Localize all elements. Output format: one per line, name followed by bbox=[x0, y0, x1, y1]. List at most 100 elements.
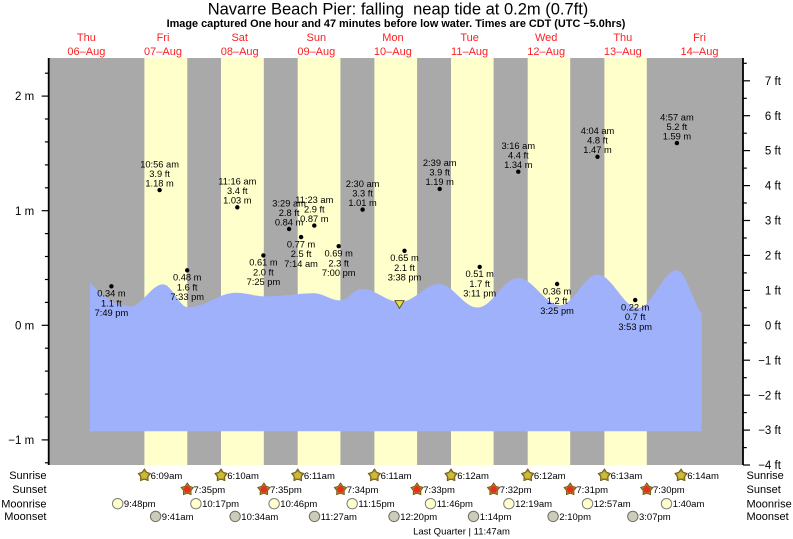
svg-text:−1 m: −1 m bbox=[8, 435, 34, 447]
svg-text:Moonrise: Moonrise bbox=[1, 498, 46, 510]
svg-text:1.59 m: 1.59 m bbox=[663, 131, 692, 141]
svg-text:9:48pm: 9:48pm bbox=[124, 499, 156, 510]
svg-text:3.4 ft: 3.4 ft bbox=[227, 186, 248, 196]
svg-text:12:20pm: 12:20pm bbox=[400, 512, 437, 523]
svg-text:12–Aug: 12–Aug bbox=[527, 46, 565, 58]
svg-text:7:25 pm: 7:25 pm bbox=[247, 277, 281, 287]
svg-text:4.4 ft: 4.4 ft bbox=[508, 151, 529, 161]
svg-text:2.3 ft: 2.3 ft bbox=[328, 258, 349, 268]
svg-text:Navarre Beach Pier: falling n: Navarre Beach Pier: falling neap tide at… bbox=[208, 0, 589, 18]
svg-text:14–Aug: 14–Aug bbox=[681, 46, 719, 58]
svg-text:Moonset: Moonset bbox=[4, 511, 46, 523]
svg-text:3 ft: 3 ft bbox=[765, 216, 782, 228]
svg-text:5.2 ft: 5.2 ft bbox=[667, 122, 688, 132]
svg-text:7:33pm: 7:33pm bbox=[423, 485, 455, 496]
svg-text:2:30 am: 2:30 am bbox=[346, 179, 380, 189]
svg-text:3:11 pm: 3:11 pm bbox=[463, 289, 496, 299]
svg-text:6 ft: 6 ft bbox=[765, 111, 782, 123]
svg-text:0.61 m: 0.61 m bbox=[249, 258, 278, 268]
svg-text:−3 ft: −3 ft bbox=[758, 425, 782, 437]
svg-text:Thu: Thu bbox=[613, 32, 632, 44]
svg-text:3:25 pm: 3:25 pm bbox=[540, 306, 574, 316]
svg-text:7 ft: 7 ft bbox=[765, 76, 782, 88]
svg-text:2.1 ft: 2.1 ft bbox=[394, 263, 415, 273]
svg-text:2:39 am: 2:39 am bbox=[423, 158, 457, 168]
svg-text:1.03 m: 1.03 m bbox=[223, 196, 252, 206]
svg-text:7:35pm: 7:35pm bbox=[194, 485, 226, 496]
svg-text:7:14 am: 7:14 am bbox=[284, 259, 318, 269]
svg-text:2 m: 2 m bbox=[15, 91, 34, 103]
svg-text:7:34pm: 7:34pm bbox=[347, 485, 379, 496]
svg-text:11:16 am: 11:16 am bbox=[218, 177, 256, 187]
svg-text:0.7 ft: 0.7 ft bbox=[625, 312, 646, 322]
svg-text:6:13am: 6:13am bbox=[611, 471, 643, 482]
svg-text:10:17pm: 10:17pm bbox=[202, 499, 239, 510]
svg-text:3:07pm: 3:07pm bbox=[639, 512, 671, 523]
svg-text:12:19am: 12:19am bbox=[515, 499, 552, 510]
svg-text:10:56 am: 10:56 am bbox=[140, 159, 179, 169]
svg-text:1.47 m: 1.47 m bbox=[583, 145, 612, 155]
svg-text:Fri: Fri bbox=[157, 32, 170, 44]
svg-text:4:57 am: 4:57 am bbox=[660, 112, 694, 122]
svg-text:0 m: 0 m bbox=[15, 320, 34, 332]
svg-text:6:09am: 6:09am bbox=[151, 471, 183, 482]
svg-text:1.18 m: 1.18 m bbox=[145, 178, 174, 188]
svg-text:7:33 pm: 7:33 pm bbox=[170, 292, 204, 302]
svg-text:1.1 ft: 1.1 ft bbox=[101, 298, 122, 308]
svg-text:7:49 pm: 7:49 pm bbox=[95, 308, 129, 318]
svg-text:−1 ft: −1 ft bbox=[758, 355, 782, 367]
svg-text:2.0 ft: 2.0 ft bbox=[253, 268, 274, 278]
svg-text:Sunrise: Sunrise bbox=[9, 470, 46, 482]
svg-text:Sat: Sat bbox=[231, 32, 248, 44]
svg-text:0.65 m: 0.65 m bbox=[390, 253, 419, 263]
svg-text:1.01 m: 1.01 m bbox=[348, 198, 377, 208]
svg-text:7:35pm: 7:35pm bbox=[270, 485, 302, 496]
svg-text:06–Aug: 06–Aug bbox=[67, 46, 105, 58]
svg-text:Moonrise: Moonrise bbox=[747, 498, 792, 510]
svg-text:3:16 am: 3:16 am bbox=[502, 141, 536, 151]
svg-text:6:14am: 6:14am bbox=[687, 471, 719, 482]
svg-text:0.34 m: 0.34 m bbox=[97, 289, 126, 299]
svg-text:1:14pm: 1:14pm bbox=[480, 512, 512, 523]
svg-text:1.6 ft: 1.6 ft bbox=[177, 282, 198, 292]
svg-text:11:23 am: 11:23 am bbox=[295, 195, 333, 205]
svg-text:6:11am: 6:11am bbox=[381, 471, 412, 482]
svg-text:Moonset: Moonset bbox=[747, 511, 789, 523]
svg-text:11:15pm: 11:15pm bbox=[358, 499, 394, 510]
svg-text:7:30pm: 7:30pm bbox=[653, 485, 685, 496]
svg-text:1:40am: 1:40am bbox=[673, 499, 705, 510]
svg-text:Sunset: Sunset bbox=[12, 484, 46, 496]
svg-text:7:31pm: 7:31pm bbox=[576, 485, 608, 496]
svg-text:Tue: Tue bbox=[460, 32, 479, 44]
svg-text:10:34am: 10:34am bbox=[241, 512, 278, 523]
svg-text:Sun: Sun bbox=[307, 32, 327, 44]
svg-text:3.9 ft: 3.9 ft bbox=[149, 169, 170, 179]
svg-text:3:53 pm: 3:53 pm bbox=[618, 322, 652, 332]
svg-text:12:57am: 12:57am bbox=[594, 499, 631, 510]
svg-text:7:32pm: 7:32pm bbox=[500, 485, 532, 496]
svg-text:1 m: 1 m bbox=[15, 206, 34, 218]
svg-text:4 ft: 4 ft bbox=[765, 181, 782, 193]
svg-text:11:27am: 11:27am bbox=[321, 512, 357, 523]
svg-text:6:11am: 6:11am bbox=[304, 471, 335, 482]
svg-text:1.34 m: 1.34 m bbox=[504, 160, 533, 170]
svg-text:13–Aug: 13–Aug bbox=[604, 46, 642, 58]
svg-text:0.87 m: 0.87 m bbox=[300, 214, 329, 224]
svg-text:10:46pm: 10:46pm bbox=[280, 499, 317, 510]
svg-text:7:00 pm: 7:00 pm bbox=[322, 268, 356, 278]
svg-text:2 ft: 2 ft bbox=[765, 251, 782, 263]
svg-text:Last Quarter | 11:47am: Last Quarter | 11:47am bbox=[413, 526, 510, 537]
svg-text:−2 ft: −2 ft bbox=[758, 390, 782, 402]
svg-text:Wed: Wed bbox=[535, 32, 557, 44]
svg-text:5 ft: 5 ft bbox=[765, 146, 782, 158]
svg-text:4.8 ft: 4.8 ft bbox=[587, 136, 608, 146]
svg-text:6:12am: 6:12am bbox=[457, 471, 489, 482]
svg-text:1.19 m: 1.19 m bbox=[425, 177, 454, 187]
svg-text:3:29 am: 3:29 am bbox=[272, 198, 306, 208]
svg-text:Thu: Thu bbox=[77, 32, 96, 44]
svg-text:07–Aug: 07–Aug bbox=[144, 46, 182, 58]
svg-text:Sunrise: Sunrise bbox=[747, 470, 784, 482]
svg-text:0 ft: 0 ft bbox=[765, 320, 782, 332]
svg-text:6:10am: 6:10am bbox=[227, 471, 259, 482]
svg-text:1.2 ft: 1.2 ft bbox=[547, 296, 568, 306]
